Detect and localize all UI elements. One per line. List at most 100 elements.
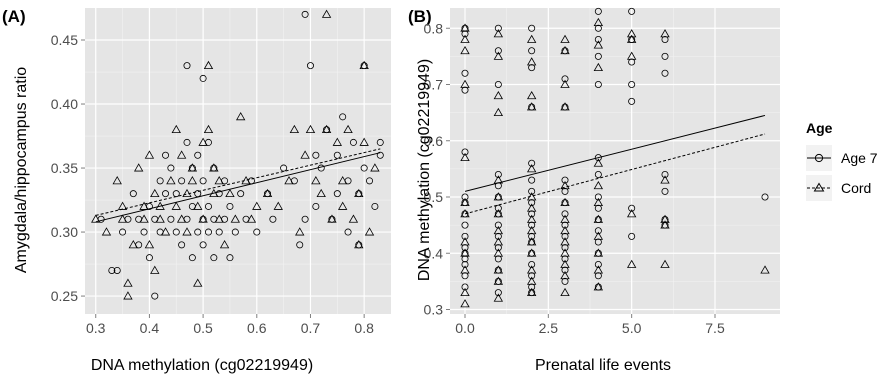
panel-a-point-cord xyxy=(117,214,128,223)
panel-a-fit-line-cord xyxy=(95,148,381,216)
panel-a-y-tick-label: 0.30 xyxy=(51,224,78,240)
panel-b-point-age-7 xyxy=(528,221,536,229)
panel-b-point-age-7 xyxy=(528,187,536,195)
panel-b-point-cord xyxy=(660,220,670,229)
panel-a-point-age-7 xyxy=(339,113,347,121)
panel-a-point-cord xyxy=(321,9,332,18)
panel-a-point-cord xyxy=(133,163,144,172)
panel-b-point-cord xyxy=(593,282,604,291)
panel-b-point-cord xyxy=(460,287,470,297)
panel-b-point-age-7 xyxy=(461,30,469,38)
panel-b-fit-line-cord xyxy=(464,133,766,215)
panel-b-point-age-7 xyxy=(594,81,602,89)
panel-b-point-age-7 xyxy=(494,24,502,32)
panel-a-y-tick-label: 0.35 xyxy=(51,160,78,176)
panel-b-point-age-7 xyxy=(528,260,536,268)
panel-b-fit-line-age-7 xyxy=(464,114,766,192)
panel-b-point-age-7 xyxy=(528,176,536,184)
panel-b-point-cord xyxy=(660,259,670,268)
panel-a-point-cord xyxy=(209,163,219,172)
panel-a-point-age-7 xyxy=(349,138,357,146)
panel-b-point-cord xyxy=(560,225,570,235)
panel-b-point-cord xyxy=(460,237,470,246)
panel-b-background xyxy=(450,8,780,314)
panel-b-y-tick-label: 0.3 xyxy=(424,302,444,318)
panel-b-point-cord xyxy=(593,231,604,240)
panel-b-point-cord xyxy=(526,34,537,43)
panel-a-point-cord xyxy=(295,227,305,236)
panel-a-plot: 0.3 0.4 0.5 0.6 0.7 0.8 0.25 0.30 0.35 0.40 0.45 xyxy=(51,8,391,336)
panel-b-point-age-7 xyxy=(461,221,469,229)
panel-b-point-cord xyxy=(526,214,537,223)
panel-a-point-age-7 xyxy=(167,215,175,223)
panel-a-point-age-7 xyxy=(360,164,368,172)
panel-b-point-cord xyxy=(560,197,570,207)
panel-a-point-cord xyxy=(187,163,198,172)
panel-a-point-age-7 xyxy=(194,151,202,159)
panel-a-point-cord xyxy=(214,176,224,185)
legend-key-age7 xyxy=(806,145,832,171)
panel-a-point-age-7 xyxy=(194,228,202,236)
panel-b-point-age-7 xyxy=(494,255,502,263)
panel-b-point-cord xyxy=(460,265,470,274)
panel-a-point-age-7 xyxy=(199,74,207,82)
panel-a-point-age-7 xyxy=(231,228,239,236)
panel-b-point-cord xyxy=(460,299,470,308)
panel-a-point-cord xyxy=(225,188,235,198)
panel-b-point-age-7 xyxy=(561,277,569,285)
panel-a-point-age-7 xyxy=(199,177,207,185)
panel-a-point-cord xyxy=(150,265,160,274)
panel-a-point-cord xyxy=(273,201,283,210)
panel-b-point-age-7 xyxy=(528,232,536,240)
panel-b-point-cord xyxy=(526,225,537,235)
panel-b-point-cord xyxy=(560,79,570,88)
panel-b-point-cord xyxy=(626,34,637,43)
panel-b-point-age-7 xyxy=(494,204,502,212)
panel-b-point-cord xyxy=(660,175,670,184)
panel-a-point-age-7 xyxy=(140,228,148,236)
panel-b-point-cord xyxy=(526,276,537,285)
panel-b-point-age-7 xyxy=(494,170,502,178)
panel-b-point-age-7 xyxy=(461,86,469,94)
panel-a-point-cord xyxy=(230,214,241,223)
panel-a-point-cord xyxy=(193,201,203,210)
panel-b-point-cord xyxy=(460,45,470,55)
panel-a-point-cord xyxy=(289,124,300,134)
panel-a-point-age-7 xyxy=(376,138,384,146)
panel-b-point-age-7 xyxy=(561,255,569,263)
panel-b-point-cord xyxy=(526,287,537,297)
panel-b-point-cord xyxy=(460,34,470,43)
panel-b-point-age-7 xyxy=(594,7,602,15)
panel-b-point-cord xyxy=(560,287,570,297)
panel-a-point-cord xyxy=(246,214,257,223)
panel-b-point-age-7 xyxy=(528,24,536,32)
panel-b-point-cord xyxy=(493,90,504,100)
panel-b-point-cord xyxy=(593,180,604,190)
panel-b-point-age-7 xyxy=(561,244,569,252)
panel-b-point-age-7 xyxy=(594,227,602,235)
panel-a-point-cord xyxy=(214,214,224,223)
panel-b-point-age-7 xyxy=(594,52,602,60)
panel-a-x-axis-title: DNA methylation (cg02219949) xyxy=(91,357,313,374)
panel-a-point-cord xyxy=(139,214,149,223)
panel-a-point-age-7 xyxy=(226,202,234,210)
panel-a-point-age-7 xyxy=(188,254,196,262)
panel-a-point-cord xyxy=(144,150,155,159)
panel-label-a: (A) xyxy=(2,7,26,26)
panel-a-point-age-7 xyxy=(376,151,384,159)
panel-b-point-age-7 xyxy=(628,81,636,89)
panel-b-point-age-7 xyxy=(661,36,669,44)
panel-b-point-cord xyxy=(593,62,604,72)
panel-b-point-age-7 xyxy=(628,97,636,105)
panel-a-point-age-7 xyxy=(371,202,379,210)
panel-b-point-cord xyxy=(560,45,570,55)
panel-a-point-cord xyxy=(112,176,122,185)
panel-b-point-cord xyxy=(626,259,637,268)
panel-a-fit-line-age-7 xyxy=(95,152,381,223)
panel-a-point-cord xyxy=(337,176,348,185)
panel-b-point-cord xyxy=(560,237,570,246)
panel-a-point-cord xyxy=(305,124,316,134)
panel-b-point-cord xyxy=(493,192,504,201)
panel-a-point-age-7 xyxy=(178,241,186,249)
